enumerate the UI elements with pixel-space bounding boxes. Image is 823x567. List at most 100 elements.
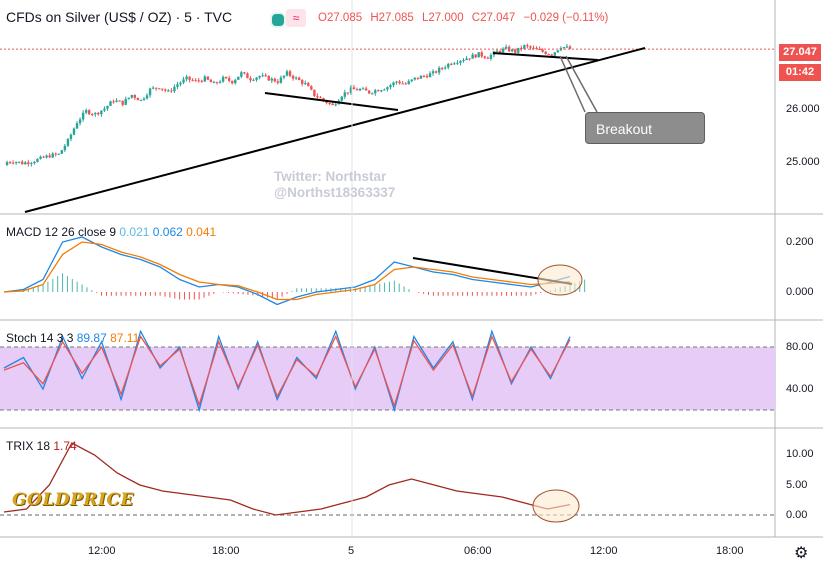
- bar-countdown: 01:42: [779, 64, 821, 81]
- watermark-line1: Twitter: Northstar: [274, 169, 387, 184]
- candle-body: [5, 162, 9, 166]
- candle-body: [477, 52, 480, 58]
- stoch-d-line: [3, 334, 571, 408]
- candle-body: [252, 79, 255, 81]
- candle-body: [161, 88, 164, 90]
- candle-body: [383, 89, 386, 91]
- candle-body: [60, 150, 64, 154]
- candle-body: [139, 99, 143, 101]
- ohlc-open: O27.085: [318, 12, 363, 24]
- symbol-title[interactable]: CFDs on Silver (US$ / OZ) · 5 · TVC: [6, 9, 233, 25]
- candle-body: [182, 79, 185, 83]
- candle-body: [42, 156, 45, 158]
- candle-body: [471, 54, 474, 59]
- candle-body: [413, 77, 417, 80]
- candle-body: [209, 79, 213, 83]
- macd-title: MACD 12 26 close 9: [6, 225, 117, 239]
- candle-body: [51, 153, 54, 158]
- trix-legend[interactable]: TRIX 18 1.74: [6, 439, 77, 453]
- candle-body: [377, 90, 380, 92]
- candle-body: [109, 101, 112, 106]
- ohlc-change: −0.029 (−0.11%): [523, 12, 609, 24]
- trix-line: [3, 442, 571, 516]
- candle-body: [304, 83, 307, 85]
- candle-body: [307, 83, 310, 87]
- candle-body: [224, 76, 228, 79]
- ohlc-close: C27.047: [471, 12, 516, 24]
- candle-body: [167, 90, 170, 92]
- candle-body: [288, 71, 292, 76]
- candle-body: [27, 162, 30, 164]
- candle-body: [243, 72, 246, 74]
- candle-body: [176, 84, 179, 87]
- candle-body: [81, 112, 85, 120]
- candle-body: [103, 108, 106, 111]
- candle-body: [270, 78, 273, 81]
- candle-body: [36, 158, 39, 162]
- candle-body: [72, 128, 76, 135]
- candle-body: [215, 82, 219, 84]
- candle-body: [361, 88, 365, 90]
- price-tick-26: 26.000: [786, 103, 820, 115]
- candle-body: [392, 82, 395, 86]
- compare-wave-icon[interactable]: ≈: [286, 9, 306, 27]
- candle-body: [231, 80, 234, 84]
- candle-body: [279, 77, 283, 83]
- settings-gear-icon[interactable]: ⚙: [794, 545, 809, 562]
- candle-body: [234, 79, 237, 84]
- candle-body: [267, 75, 270, 81]
- candle-body: [450, 63, 453, 65]
- candle-body: [57, 153, 60, 155]
- candle-body: [8, 162, 12, 164]
- candle-body: [294, 77, 298, 79]
- candle-body: [78, 119, 82, 124]
- candle-body: [191, 79, 194, 81]
- candle-body: [419, 75, 423, 79]
- twitter-watermark: Twitter: Northstar @Northst18363337: [274, 169, 395, 201]
- candle-body: [66, 138, 70, 146]
- candle-body: [100, 110, 103, 115]
- macd-tick-0000: 0.000: [786, 286, 814, 298]
- candle-body: [520, 47, 523, 49]
- candle-body: [148, 88, 152, 96]
- candle-body: [355, 89, 359, 91]
- candle-body: [24, 162, 27, 165]
- stoch-tick-40: 40.00: [786, 383, 814, 395]
- time-tick-1200: 12:00: [88, 545, 116, 557]
- candle-body: [407, 81, 410, 85]
- candle-body: [453, 63, 456, 65]
- macd-line-value: 0.062: [152, 225, 183, 239]
- candle-body: [106, 105, 109, 109]
- candle-body: [133, 94, 137, 98]
- candle-body: [547, 54, 550, 56]
- candle-body: [94, 112, 97, 115]
- candle-body: [489, 54, 493, 59]
- candle-body: [395, 81, 398, 83]
- stoch-d-value: 87.11: [110, 331, 140, 345]
- candle-body: [118, 100, 121, 102]
- candle-body: [63, 145, 67, 151]
- macd-legend[interactable]: MACD 12 26 close 9 0.021 0.062 0.041: [6, 225, 216, 239]
- candle-body: [468, 58, 471, 60]
- stoch-legend[interactable]: Stoch 14 3 3 89.87 87.11: [6, 331, 139, 345]
- candle-body: [343, 92, 347, 97]
- candle-body: [91, 114, 94, 116]
- candle-body: [145, 95, 149, 99]
- candle-body: [221, 76, 225, 82]
- candle-body: [54, 153, 57, 155]
- trix-value: 1.74: [53, 439, 77, 453]
- candle-body: [425, 76, 429, 78]
- candle-body: [331, 103, 334, 106]
- macd-signal-value: 0.041: [186, 225, 217, 239]
- ohlc-readout: O27.085 H27.085 L27.000 C27.047 −0.029 (…: [318, 12, 613, 24]
- candle-body: [459, 60, 462, 63]
- candle-body: [371, 93, 374, 95]
- candle-body: [21, 161, 24, 165]
- candle-body: [474, 54, 477, 58]
- candle-body: [45, 155, 48, 158]
- trix-highlight-circle: [532, 489, 580, 523]
- time-tick-1800: 18:00: [212, 545, 240, 557]
- stoch-title: Stoch 14 3 3: [6, 331, 74, 345]
- candle-body: [200, 80, 203, 82]
